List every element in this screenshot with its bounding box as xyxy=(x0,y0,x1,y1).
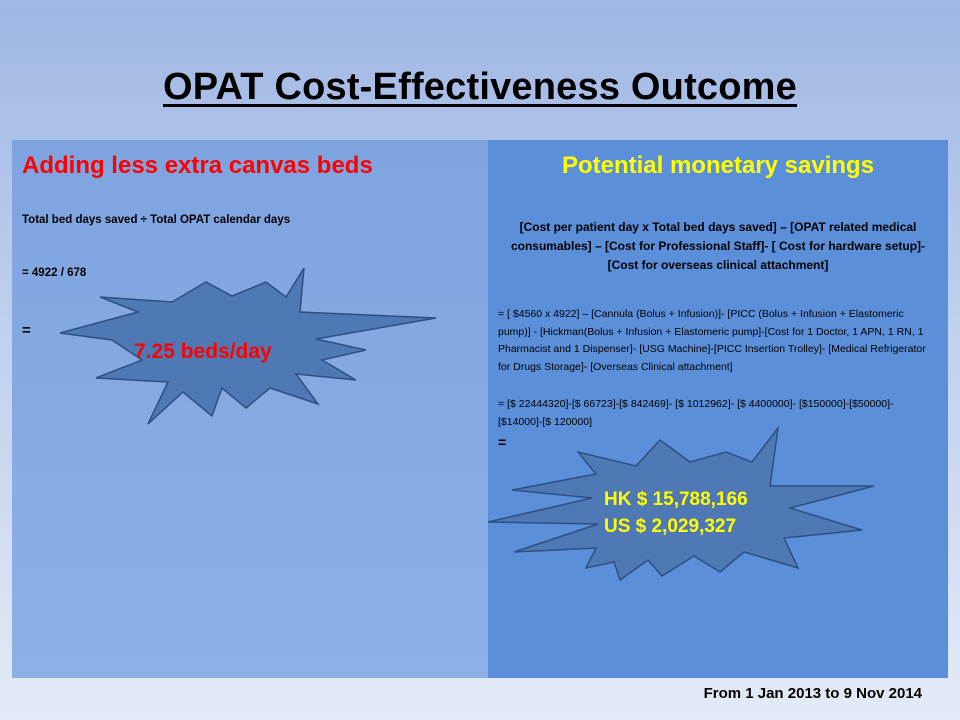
beds-per-day-result: 7.25 beds/day xyxy=(134,340,272,363)
monetary-savings-result: HK $ 15,788,166 US $ 2,029,327 xyxy=(604,486,748,540)
left-calculation: = 4922 / 678 xyxy=(22,267,87,279)
left-formula: Total bed days saved ÷ Total OPAT calend… xyxy=(22,214,291,226)
left-heading: Adding less extra canvas beds xyxy=(22,152,373,179)
starburst-right-shape xyxy=(487,425,875,582)
right-equals: = xyxy=(498,434,507,450)
left-panel: Adding less extra canvas beds Total bed … xyxy=(12,140,488,678)
slide-title: OPAT Cost-Effectiveness Outcome xyxy=(162,66,798,108)
savings-us: US $ 2,029,327 xyxy=(604,516,737,537)
right-heading: Potential monetary savings xyxy=(561,152,875,179)
savings-hk: HK $ 15,788,166 xyxy=(604,489,748,510)
right-values: = [$ 22444320]-[$ 66723]-[$ 842469]- [$ … xyxy=(498,398,894,428)
date-range-footer: From 1 Jan 2013 to 9 Nov 2014 xyxy=(703,685,922,702)
right-formula: [Cost per patient day x Total bed days s… xyxy=(510,220,926,272)
right-expansion: = [ $4560 x 4922] – [Cannula (Bolus + In… xyxy=(498,308,926,373)
starburst-left-shape xyxy=(59,267,437,425)
right-panel: Potential monetary savings [Cost per pat… xyxy=(488,140,948,678)
left-equals: = xyxy=(22,322,31,339)
